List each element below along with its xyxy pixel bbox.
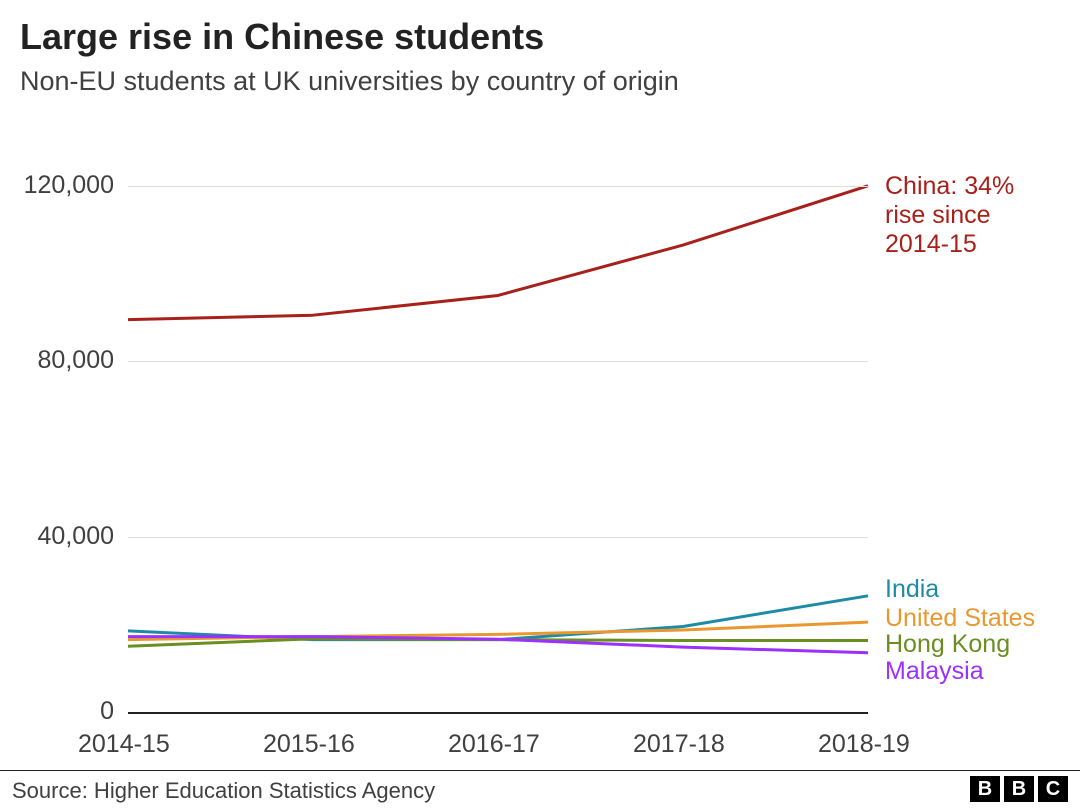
gridline	[128, 537, 868, 538]
series-label-united-states: United States	[885, 604, 1035, 633]
x-tick-label: 2017-18	[633, 730, 753, 759]
plot-area	[128, 142, 868, 712]
series-line-china	[128, 186, 868, 320]
bbc-logo-letter: C	[1038, 776, 1068, 802]
x-tick-label: 2014-15	[78, 730, 198, 759]
series-label-malaysia: Malaysia	[885, 657, 984, 686]
y-tick-label: 0	[0, 697, 114, 726]
series-label-hong-kong: Hong Kong	[885, 630, 1010, 659]
gridline	[128, 186, 868, 187]
chart-subtitle: Non-EU students at UK universities by co…	[20, 66, 679, 97]
bbc-logo-letter: B	[1004, 776, 1034, 802]
x-tick-label: 2018-19	[818, 730, 938, 759]
source-text: Source: Higher Education Statistics Agen…	[12, 778, 435, 804]
footer-rule	[0, 770, 1080, 771]
series-label-india: India	[885, 575, 939, 604]
x-tick-label: 2016-17	[448, 730, 568, 759]
chart-svg	[128, 142, 868, 712]
series-label-china: China: 34% rise since 2014-15	[885, 172, 1014, 259]
bbc-logo: BBC	[970, 776, 1068, 802]
gridline	[128, 361, 868, 362]
x-axis	[128, 712, 868, 714]
y-tick-label: 120,000	[0, 171, 114, 200]
bbc-logo-letter: B	[970, 776, 1000, 802]
chart-container: { "title": { "text": "Large rise in Chin…	[0, 0, 1080, 810]
y-tick-label: 80,000	[0, 346, 114, 375]
chart-title: Large rise in Chinese students	[20, 16, 544, 58]
y-tick-label: 40,000	[0, 522, 114, 551]
x-tick-label: 2015-16	[263, 730, 383, 759]
